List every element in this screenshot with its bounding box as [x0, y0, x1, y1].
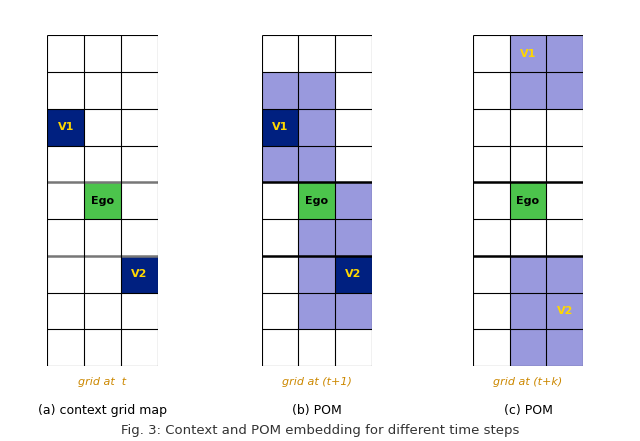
Bar: [298, 256, 335, 292]
Bar: [509, 182, 547, 219]
Bar: [547, 329, 583, 366]
Text: V2: V2: [346, 269, 362, 279]
Bar: [298, 182, 335, 219]
Bar: [121, 256, 157, 292]
Bar: [335, 182, 372, 219]
Text: V1: V1: [520, 49, 536, 59]
Bar: [509, 329, 547, 366]
Text: (c) POM: (c) POM: [504, 404, 552, 416]
Text: Ego: Ego: [305, 196, 328, 206]
Text: grid at (t+k): grid at (t+k): [493, 377, 563, 387]
Bar: [298, 292, 335, 329]
Text: Ego: Ego: [91, 196, 114, 206]
Bar: [298, 109, 335, 146]
Text: V2: V2: [131, 269, 147, 279]
Bar: [262, 72, 298, 109]
Bar: [547, 292, 583, 329]
Bar: [262, 146, 298, 182]
Bar: [335, 292, 372, 329]
Text: (b) POM: (b) POM: [292, 404, 342, 416]
Bar: [547, 72, 583, 109]
Bar: [509, 35, 547, 72]
Bar: [335, 256, 372, 292]
Bar: [335, 219, 372, 256]
Text: grid at  t: grid at t: [78, 377, 127, 387]
Bar: [509, 292, 547, 329]
Bar: [509, 72, 547, 109]
Bar: [262, 109, 298, 146]
Bar: [547, 256, 583, 292]
Text: Fig. 3: Context and POM embedding for different time steps: Fig. 3: Context and POM embedding for di…: [121, 424, 519, 437]
Bar: [547, 35, 583, 72]
Bar: [509, 256, 547, 292]
Bar: [298, 72, 335, 109]
Bar: [84, 182, 121, 219]
Text: (a) context grid map: (a) context grid map: [38, 404, 167, 416]
Text: Ego: Ego: [516, 196, 540, 206]
Text: V2: V2: [557, 306, 573, 316]
Text: V1: V1: [272, 122, 288, 132]
Text: V1: V1: [58, 122, 74, 132]
Bar: [47, 109, 84, 146]
Bar: [298, 146, 335, 182]
Text: grid at (t+1): grid at (t+1): [282, 377, 352, 387]
Bar: [298, 219, 335, 256]
